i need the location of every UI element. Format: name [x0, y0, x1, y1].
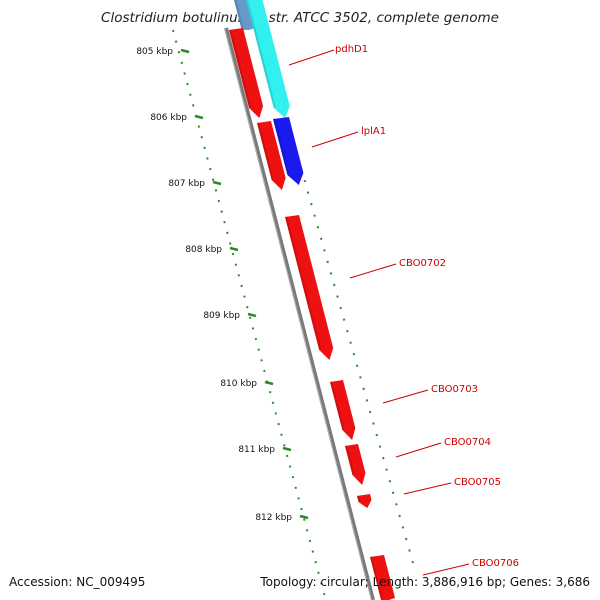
gene-label-CBO0702[interactable]: CBO0702 [399, 258, 446, 269]
kbp-tick-label: 810 kbp [220, 379, 257, 389]
kbp-tick-label: 805 kbp [136, 47, 173, 57]
gene-arrow-CBO0704[interactable] [345, 444, 366, 485]
gene-arrow-pdhD1[interactable] [246, 0, 290, 118]
kbp-tick [264, 380, 274, 386]
kbp-tick [229, 246, 239, 252]
gene-label-CBO0705[interactable]: CBO0705 [454, 477, 501, 488]
gene-leader-line [349, 263, 397, 279]
gene-arrow-CBO0705[interactable] [357, 494, 372, 508]
kbp-tick [247, 312, 257, 318]
genome-backbone [224, 27, 375, 600]
gene-leader-line [311, 131, 359, 148]
gene-leader-line [395, 442, 442, 458]
gene-label-lplA1[interactable]: lplA1 [361, 126, 386, 137]
gene-arrow-CBO0706[interactable] [370, 555, 396, 600]
gene-label-CBO0704[interactable]: CBO0704 [444, 437, 491, 448]
gene-arrow-CBO0703[interactable] [330, 380, 356, 440]
kbp-tick [180, 48, 190, 54]
kbp-tick-label: 806 kbp [150, 113, 187, 123]
gene-arrow-lplA1[interactable] [273, 117, 304, 185]
gene-leader-line [403, 482, 452, 495]
kbp-tick-label: 808 kbp [185, 245, 222, 255]
partial-gene-top-red[interactable] [229, 28, 264, 118]
gene-arrow-red-2[interactable] [257, 121, 286, 190]
gene-label-CBO0703[interactable]: CBO0703 [431, 384, 478, 395]
gene-leader-line [422, 563, 470, 576]
kbp-tick-label: 811 kbp [238, 445, 275, 455]
feature-ruler [261, 29, 414, 564]
partial-gene-top-blue[interactable] [234, 0, 255, 30]
kbp-tick-label: 812 kbp [255, 513, 292, 523]
kbp-tick [282, 446, 292, 452]
kbp-tick [212, 180, 222, 186]
kbp-tick [299, 514, 309, 520]
accession-label: Accession: NC_009495 [9, 575, 146, 589]
map-title: Clostridium botulinum A str. ATCC 3502, … [101, 10, 499, 26]
gene-leader-line [288, 49, 335, 66]
kbp-tick [194, 114, 204, 120]
gene-leader-line [382, 389, 429, 404]
gene-label-pdhD1[interactable]: pdhD1 [335, 44, 368, 55]
gene-label-CBO0706[interactable]: CBO0706 [472, 558, 519, 569]
kbp-tick-label: 807 kbp [168, 179, 205, 189]
kbp-tick-label: 809 kbp [203, 311, 240, 321]
genome-summary: Topology: circular; Length: 3,886,916 bp… [260, 575, 590, 589]
gene-arrow-CBO0702[interactable] [285, 215, 334, 360]
